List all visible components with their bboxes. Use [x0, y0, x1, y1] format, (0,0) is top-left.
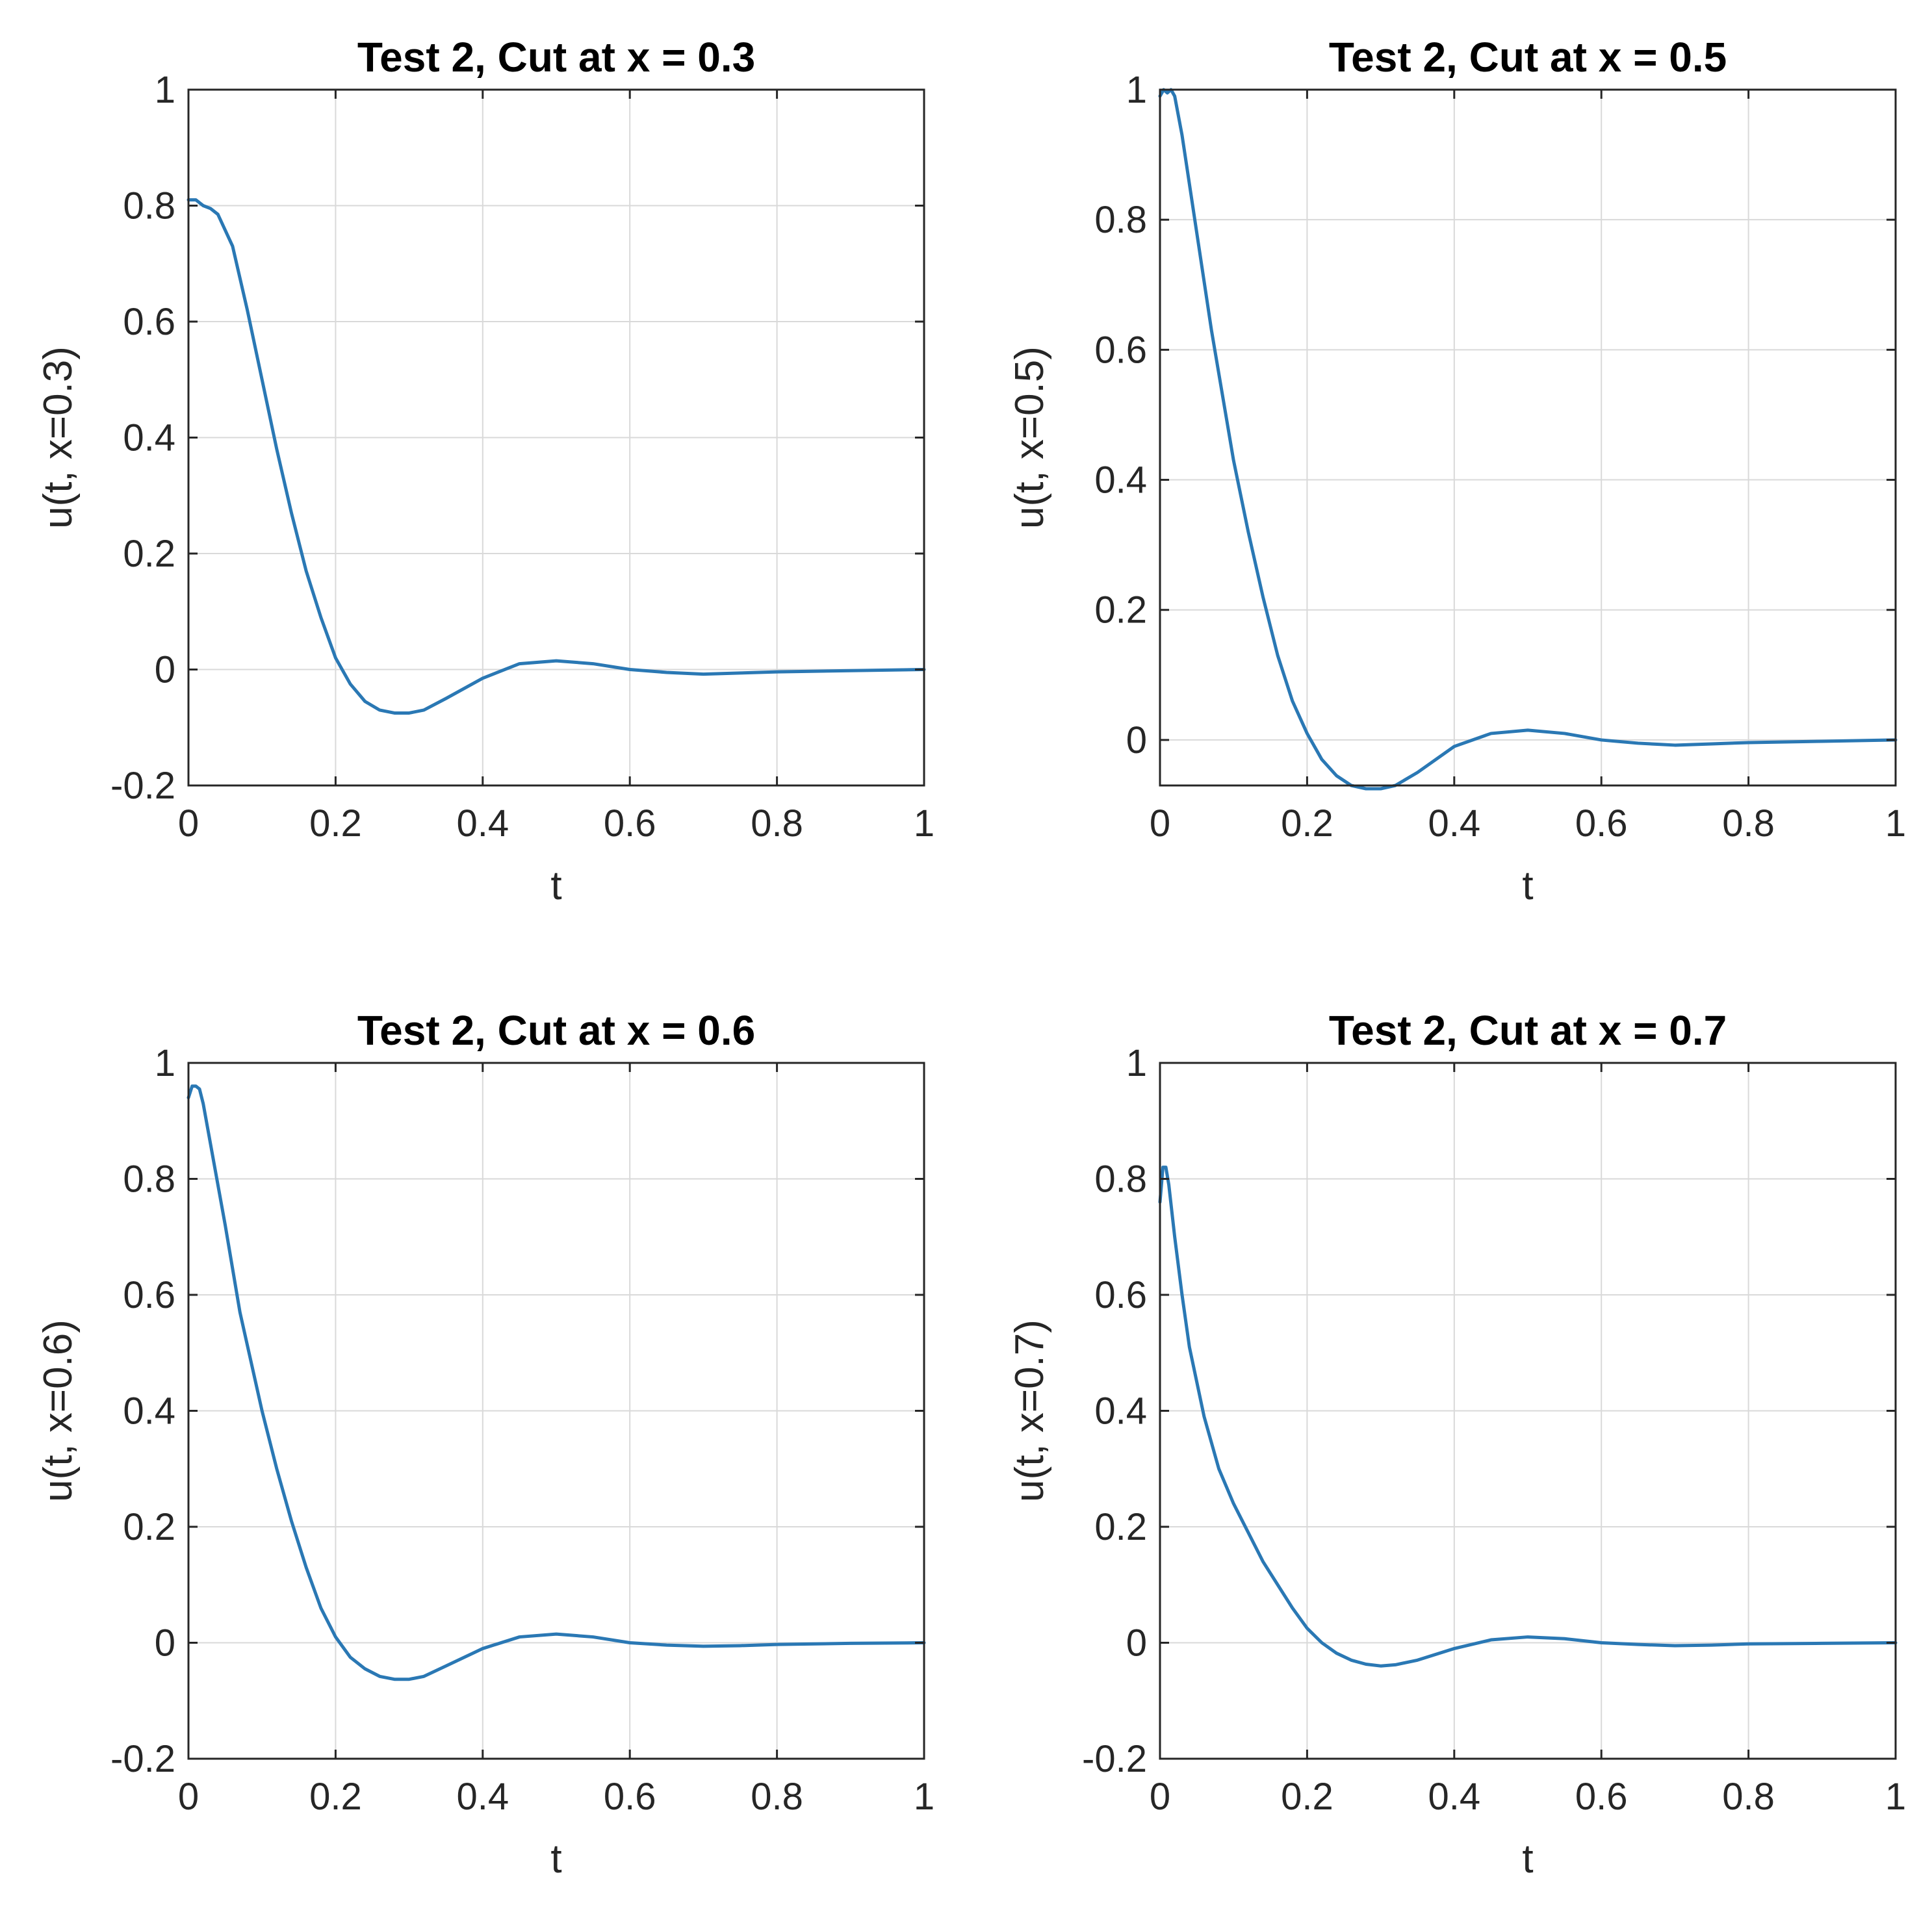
y-tick-label: -0.2 — [110, 765, 175, 807]
y-tick-label: 0.6 — [123, 301, 175, 343]
x-tick-labels: 0 0.2 0.4 0.6 0.8 1 — [178, 1776, 934, 1818]
y-axis-label: u(t, x=0.3) — [36, 346, 81, 529]
tick-marks — [187, 1062, 925, 1760]
x-tick-label: 1 — [1885, 1776, 1906, 1818]
y-tick-label: 0.8 — [1094, 199, 1147, 241]
tick-marks — [1159, 1062, 1897, 1760]
x-tick-label: 0.6 — [1575, 802, 1628, 845]
y-tick-label: 0 — [1126, 1622, 1147, 1665]
y-tick-label: 1 — [155, 69, 175, 111]
subplot-3: 0 0.2 0.4 0.6 0.8 1 -0.200.20.40.60.81 Test 2… — [36, 1007, 934, 1882]
x-tick-labels: 0 0.2 0.4 0.6 0.8 1 — [178, 802, 934, 845]
x-tick-labels: 0 0.2 0.4 0.6 0.8 1 — [1150, 802, 1906, 845]
y-tick-label: 1 — [155, 1042, 175, 1084]
x-tick-label: 0 — [1150, 1776, 1170, 1818]
y-tick-label: 0.2 — [1094, 1506, 1147, 1548]
x-tick-label: 0.4 — [456, 1776, 509, 1818]
subplot-title: Test 2, Cut at x = 0.3 — [357, 34, 755, 81]
y-tick-label: 0.6 — [123, 1274, 175, 1316]
x-tick-label: 0.4 — [1428, 1776, 1480, 1818]
x-tick-label: 0.8 — [1722, 1776, 1775, 1818]
x-tick-labels: 0 0.2 0.4 0.6 0.8 1 — [1150, 1776, 1906, 1818]
y-tick-labels: -0.2 0 0.2 0.4 0.6 0.8 1 — [1082, 1042, 1147, 1780]
x-tick-label: 0.6 — [1575, 1776, 1628, 1818]
y-tick-label: -0.2 — [110, 1738, 175, 1780]
series-line — [1158, 88, 1898, 791]
y-tick-label: 0 — [155, 649, 175, 691]
x-tick-label: 0.6 — [604, 1776, 656, 1818]
y-tick-label: 0.6 — [1094, 329, 1147, 371]
y-tick-label: 0 — [1126, 719, 1147, 761]
y-tick-label: 0.4 — [1094, 1390, 1147, 1433]
x-tick-label: 1 — [1885, 802, 1906, 845]
y-axis-label: u(t, x=0.6) — [36, 1320, 81, 1502]
y-tick-label: 0.8 — [1094, 1158, 1147, 1201]
y-tick-labels: 0 0.2 0.4 0.6 0.8 1 — [1094, 69, 1147, 761]
y-tick-labels: -0.2 0 0.2 0.4 0.6 0.8 1 — [110, 69, 175, 807]
y-tick-labels: -0.2 0 0.2 0.4 0.6 0.8 1 — [110, 1042, 175, 1780]
subplot-title: Test 2, Cut at x = 0.5 — [1329, 34, 1727, 81]
subplot-title: Test 2, Cut at x = 0.6 — [357, 1007, 755, 1054]
y-tick-label: 0.2 — [1094, 589, 1147, 632]
y-tick-label: 1 — [1126, 1042, 1147, 1084]
subplot-1: 0 0.2 0.4 0.6 0.8 1 -0.200.20.40.60.81 Test 2… — [36, 34, 934, 908]
series-line — [187, 198, 926, 715]
y-tick-label: 0.4 — [123, 417, 175, 459]
y-tick-label: -0.2 — [1082, 1738, 1147, 1780]
x-tick-label: 0.6 — [604, 802, 656, 845]
tick-marks — [1159, 88, 1897, 785]
y-axis-label: u(t, x=0.5) — [1007, 346, 1052, 529]
y-tick-label: 0.2 — [123, 533, 175, 575]
x-axis-label: t — [550, 863, 561, 908]
x-tick-label: 0.8 — [751, 802, 803, 845]
x-tick-label: 0.8 — [1722, 802, 1775, 845]
y-tick-label: 0.8 — [123, 1158, 175, 1201]
x-tick-label: 0.8 — [751, 1776, 803, 1818]
y-tick-label: 1 — [1126, 69, 1147, 111]
x-axis-label: t — [550, 1837, 561, 1882]
x-tick-label: 0 — [1150, 802, 1170, 845]
x-tick-label: 0.2 — [1281, 1776, 1333, 1818]
subplot-2: 0 0.2 0.4 0.6 0.8 1 0 0.2 0.4 0.6 0.8 1 Test 2, Cu… — [1007, 34, 1906, 908]
series-line — [1158, 1166, 1898, 1668]
y-axis-label: u(t, x=0.7) — [1007, 1320, 1052, 1502]
x-axis-label: t — [1522, 1837, 1533, 1882]
x-tick-label: 0.2 — [1281, 802, 1333, 845]
subplot-title: Test 2, Cut at x = 0.7 — [1329, 1007, 1727, 1054]
x-tick-label: 0 — [178, 1776, 199, 1818]
x-axis-label: t — [1522, 863, 1533, 908]
x-tick-label: 0 — [178, 802, 199, 845]
y-tick-label: 0.4 — [1094, 459, 1147, 502]
x-tick-label: 0.2 — [309, 802, 362, 845]
x-tick-label: 0.2 — [309, 1776, 362, 1818]
y-tick-label: 0.2 — [123, 1506, 175, 1548]
y-tick-label: 0.8 — [123, 185, 175, 227]
y-tick-label: 0.4 — [123, 1390, 175, 1433]
series-line — [187, 1084, 926, 1681]
x-tick-label: 0.4 — [456, 802, 509, 845]
subplot-4: 0 0.2 0.4 0.6 0.8 1 -0.200.20.40.60.81 Test 2… — [1007, 1007, 1906, 1882]
tick-marks — [187, 88, 925, 787]
axes-box — [1159, 88, 1897, 787]
y-tick-label: 0.6 — [1094, 1274, 1147, 1316]
x-tick-label: 1 — [914, 1776, 934, 1818]
y-tick-label: 0 — [155, 1622, 175, 1665]
x-tick-label: 0.4 — [1428, 802, 1480, 845]
x-tick-label: 1 — [914, 802, 934, 845]
